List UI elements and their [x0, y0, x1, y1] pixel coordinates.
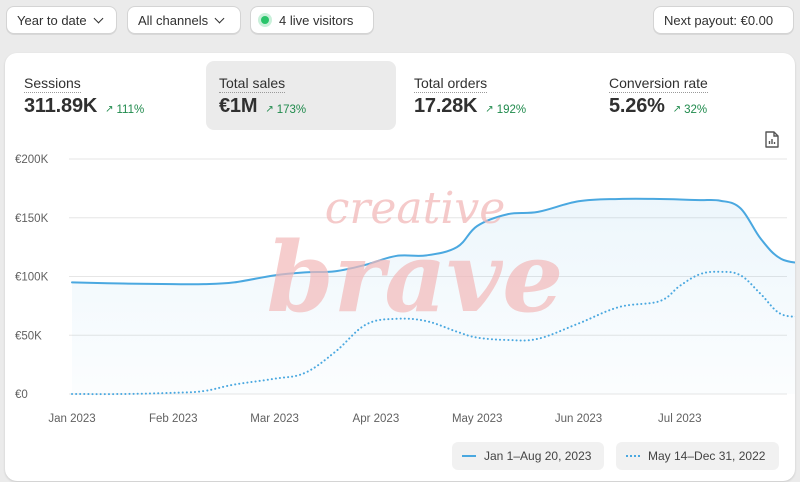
channels-label: All channels: [138, 12, 209, 28]
next-payout-label: Next payout: €0.00: [664, 12, 774, 28]
y-tick-label: €50K: [15, 330, 42, 342]
metric-delta-value: 173%: [276, 103, 307, 116]
live-indicator-icon: [261, 16, 269, 24]
date-range-button[interactable]: Year to date: [6, 6, 117, 34]
next-payout-button[interactable]: Next payout: €0.00: [653, 6, 794, 34]
metric-delta: ↗ 192%: [485, 104, 526, 116]
solid-line-swatch: [462, 455, 476, 457]
metric-delta: ↗ 32%: [673, 104, 707, 116]
export-report-icon[interactable]: [765, 131, 779, 148]
x-tick-label: Jun 2023: [555, 413, 602, 425]
live-visitors-button[interactable]: 4 live visitors: [250, 6, 374, 34]
trend-up-icon: ↗: [672, 104, 682, 115]
x-tick-label: May 2023: [452, 413, 503, 425]
trend-up-icon: ↗: [485, 104, 494, 115]
chevron-down-icon: [214, 13, 225, 23]
metric-label: Sessions: [24, 75, 81, 93]
series-area-fill: [72, 198, 795, 394]
metric-delta-value: 192%: [496, 103, 527, 116]
trend-up-icon: ↗: [105, 104, 114, 115]
metric-total-sales[interactable]: Total sales €1M ↗ 173%: [206, 61, 396, 130]
metric-conversion-rate[interactable]: Conversion rate 5.26% ↗ 32%: [596, 61, 786, 130]
legend-comparison-period[interactable]: May 14–Dec 31, 2022: [616, 442, 779, 470]
metric-delta-value: 111%: [116, 103, 145, 116]
metric-label: Total sales: [219, 75, 286, 93]
metric-value: 5.26%: [609, 95, 665, 117]
metric-total-orders[interactable]: Total orders 17.28K ↗ 192%: [401, 61, 591, 130]
legend-label: May 14–Dec 31, 2022: [648, 449, 766, 463]
dotted-line-swatch: [626, 455, 640, 457]
y-tick-label: €150K: [15, 213, 49, 225]
sales-chart: €0 €50K €100K €150K €200K Jan 2023 Feb 2023 Mar…: [15, 154, 795, 425]
x-tick-label: Apr 2023: [353, 413, 400, 425]
legend-label: Jan 1–Aug 20, 2023: [484, 449, 592, 463]
analytics-card: Sessions 311.89K ↗ 111% Total sales €1M ↗…: [5, 53, 795, 481]
metric-label: Total orders: [414, 75, 488, 93]
metric-value: 311.89K: [24, 95, 98, 117]
chevron-down-icon: [93, 13, 104, 23]
y-tick-label: €0: [15, 389, 28, 401]
trend-up-icon: ↗: [265, 104, 274, 115]
metric-label: Conversion rate: [609, 75, 708, 93]
metric-delta: ↗ 111%: [105, 104, 144, 116]
series-line-current[interactable]: [71, 197, 795, 286]
x-tick-label: Feb 2023: [149, 413, 198, 425]
live-visitors-label: 4 live visitors: [279, 12, 354, 28]
date-range-label: Year to date: [17, 12, 87, 28]
metric-delta: ↗ 173%: [265, 104, 306, 116]
metric-value: €1M: [219, 95, 258, 117]
legend-current-period[interactable]: Jan 1–Aug 20, 2023: [452, 442, 604, 470]
metric-delta-value: 32%: [684, 103, 708, 116]
x-tick-label: Jan 2023: [48, 413, 95, 425]
x-tick-label: Mar 2023: [250, 413, 299, 425]
metric-sessions[interactable]: Sessions 311.89K ↗ 111%: [11, 61, 201, 130]
y-tick-label: €100K: [15, 272, 49, 284]
y-tick-label: €200K: [15, 154, 49, 166]
x-tick-label: Jul 2023: [658, 413, 701, 425]
metric-value: 17.28K: [414, 95, 478, 117]
channels-button[interactable]: All channels: [127, 6, 241, 34]
